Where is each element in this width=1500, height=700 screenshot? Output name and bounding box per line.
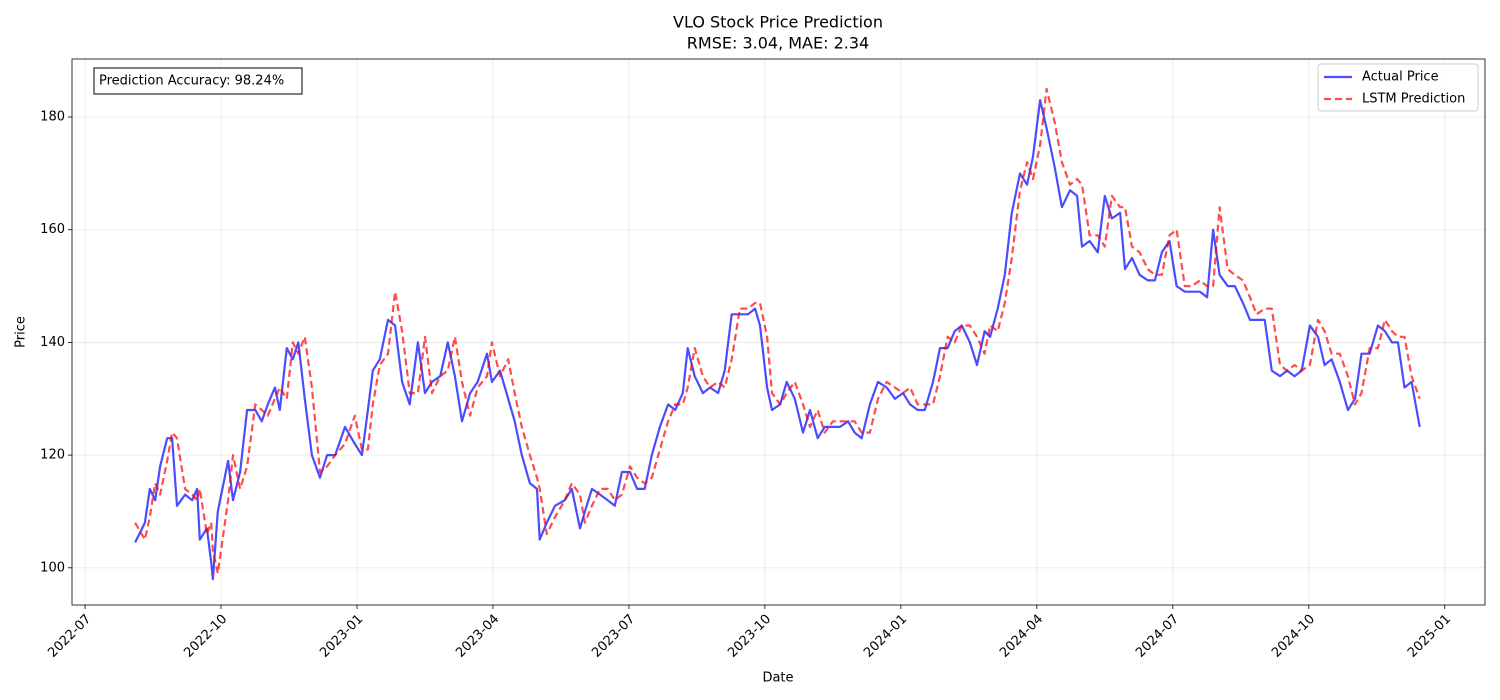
x-tick-label: 2024-10 [1269, 612, 1318, 661]
y-tick-label: 180 [40, 110, 65, 125]
annotation: Prediction Accuracy: 98.24% [99, 74, 284, 89]
x-tick-label: 2023-10 [725, 612, 774, 661]
y-tick-label: 160 [40, 222, 65, 237]
series-line [134, 87, 1421, 575]
series-line [134, 99, 1421, 581]
annotation-box [93, 67, 303, 95]
legend-label: Actual Price [1362, 70, 1439, 85]
grid [72, 59, 1485, 605]
x-tick-label: 2025-01 [1405, 612, 1454, 661]
y-axis-label: Price [14, 316, 29, 348]
x-tick-label: 2023-01 [317, 612, 366, 661]
chart-subtitle: RMSE: 3.04, MAE: 2.34 [687, 34, 869, 53]
x-tick-label: 2024-04 [997, 612, 1046, 661]
legend-box [1317, 63, 1479, 112]
x-tick-label: 2024-01 [861, 612, 910, 661]
plot-lines [134, 87, 1421, 581]
x-tick-label: 2022-10 [181, 612, 230, 661]
x-axis-label: Date [762, 671, 793, 686]
legend: Actual Price LSTM Prediction [1317, 63, 1479, 112]
chart-title: VLO Stock Price Prediction [673, 13, 883, 32]
y-tick-label: 100 [40, 560, 65, 575]
x-tick-label: 2023-04 [453, 612, 502, 661]
y-tick-label: 120 [40, 448, 65, 463]
y-tick-label: 140 [40, 335, 65, 350]
x-tick-label: 2023-07 [589, 612, 638, 661]
legend-label: LSTM Prediction [1362, 92, 1465, 107]
x-tick-label: 2022-07 [45, 612, 94, 661]
plot-frame [71, 58, 1486, 606]
x-tick-label: 2024-07 [1133, 612, 1182, 661]
